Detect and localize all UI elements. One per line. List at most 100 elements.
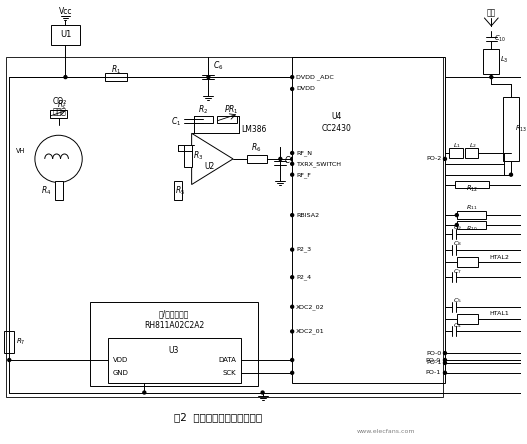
Bar bbox=[457, 258, 479, 267]
Bar bbox=[455, 181, 490, 189]
Bar bbox=[465, 148, 479, 158]
Circle shape bbox=[291, 151, 294, 155]
Bar bbox=[174, 181, 182, 200]
Text: $R_{12}$: $R_{12}$ bbox=[465, 183, 477, 194]
Text: PO-0: PO-0 bbox=[427, 351, 442, 356]
Polygon shape bbox=[192, 133, 233, 185]
Text: PO-1: PO-1 bbox=[426, 370, 441, 375]
Circle shape bbox=[444, 361, 446, 365]
Circle shape bbox=[261, 391, 264, 394]
Text: $R_3$: $R_3$ bbox=[193, 150, 204, 162]
Circle shape bbox=[522, 261, 525, 264]
Circle shape bbox=[522, 276, 525, 279]
Text: PO-0: PO-0 bbox=[426, 357, 441, 362]
Text: $R_1$: $R_1$ bbox=[111, 64, 121, 76]
Circle shape bbox=[455, 214, 458, 217]
Text: LM386: LM386 bbox=[241, 125, 266, 134]
Bar bbox=[55, 181, 63, 200]
Text: HTAL2: HTAL2 bbox=[490, 255, 509, 260]
Text: 传感器: 传感器 bbox=[53, 107, 66, 116]
Circle shape bbox=[291, 276, 294, 279]
Bar bbox=[483, 48, 499, 74]
Text: 图2  室内传感器节点基本电路: 图2 室内传感器节点基本电路 bbox=[174, 412, 262, 422]
Text: $R_5$: $R_5$ bbox=[175, 184, 185, 197]
Circle shape bbox=[35, 135, 82, 182]
Bar bbox=[6, 57, 443, 397]
Circle shape bbox=[444, 371, 446, 374]
Circle shape bbox=[291, 371, 294, 374]
Circle shape bbox=[279, 158, 282, 160]
Bar bbox=[108, 338, 241, 383]
Text: DATA: DATA bbox=[218, 357, 236, 363]
Text: DVDD _ADC: DVDD _ADC bbox=[296, 74, 334, 80]
Text: U4: U4 bbox=[331, 112, 341, 121]
Circle shape bbox=[455, 223, 458, 226]
Bar bbox=[457, 313, 479, 324]
Circle shape bbox=[291, 248, 294, 251]
Circle shape bbox=[291, 75, 294, 79]
Circle shape bbox=[207, 75, 210, 79]
Text: U3: U3 bbox=[169, 345, 179, 355]
Circle shape bbox=[291, 214, 294, 217]
Bar bbox=[503, 97, 519, 161]
Bar bbox=[457, 221, 486, 229]
Text: XOC2_02: XOC2_02 bbox=[296, 304, 325, 309]
Text: $R_{13}$: $R_{13}$ bbox=[515, 124, 527, 135]
Text: U2: U2 bbox=[204, 163, 214, 171]
Text: CO₂: CO₂ bbox=[53, 97, 67, 106]
Text: www.elecfans.com: www.elecfans.com bbox=[357, 429, 415, 435]
Circle shape bbox=[522, 248, 525, 251]
Text: $L_2$: $L_2$ bbox=[469, 141, 476, 150]
Circle shape bbox=[522, 183, 525, 186]
Text: RBISA2: RBISA2 bbox=[296, 213, 319, 218]
Bar bbox=[217, 115, 237, 123]
Text: $C_8$: $C_8$ bbox=[453, 239, 462, 248]
Text: 温/湿度传感器: 温/湿度传感器 bbox=[159, 309, 189, 318]
Text: $R_2$: $R_2$ bbox=[198, 103, 209, 116]
Text: $C_{10}$: $C_{10}$ bbox=[494, 34, 506, 44]
Circle shape bbox=[291, 305, 294, 308]
Text: $C_5$: $C_5$ bbox=[453, 297, 462, 305]
Text: $C_7$: $C_7$ bbox=[453, 267, 462, 276]
Text: 天线: 天线 bbox=[486, 8, 496, 17]
Text: $R_{11}$: $R_{11}$ bbox=[466, 203, 477, 212]
Text: $C_6$: $C_6$ bbox=[213, 59, 223, 71]
Text: P2_4: P2_4 bbox=[296, 274, 311, 280]
Circle shape bbox=[444, 358, 446, 361]
Bar bbox=[449, 148, 463, 158]
Bar bbox=[193, 115, 213, 123]
Text: $R_6$: $R_6$ bbox=[251, 142, 262, 155]
Text: GND: GND bbox=[113, 370, 129, 376]
Bar bbox=[247, 155, 267, 163]
Text: PO-1: PO-1 bbox=[427, 361, 442, 365]
Text: $R_{10}$: $R_{10}$ bbox=[466, 225, 477, 234]
Circle shape bbox=[291, 173, 294, 176]
Circle shape bbox=[8, 358, 11, 361]
Circle shape bbox=[522, 214, 525, 217]
Text: VDD: VDD bbox=[113, 357, 128, 363]
Circle shape bbox=[143, 391, 146, 394]
Text: RF_N: RF_N bbox=[296, 150, 312, 156]
Text: CC2430: CC2430 bbox=[321, 124, 352, 133]
Text: VH: VH bbox=[16, 148, 25, 154]
Circle shape bbox=[291, 358, 294, 361]
Circle shape bbox=[510, 173, 512, 176]
Circle shape bbox=[291, 158, 294, 160]
Bar bbox=[4, 331, 14, 353]
Circle shape bbox=[291, 330, 294, 333]
Text: U1: U1 bbox=[60, 30, 71, 39]
Bar bbox=[50, 110, 67, 118]
Circle shape bbox=[444, 352, 446, 355]
Circle shape bbox=[291, 87, 294, 91]
Circle shape bbox=[522, 330, 525, 333]
Text: $L_3$: $L_3$ bbox=[500, 55, 509, 65]
Text: P2_3: P2_3 bbox=[296, 247, 311, 253]
Bar bbox=[51, 25, 80, 44]
Bar bbox=[90, 302, 258, 386]
Text: XOC2_01: XOC2_01 bbox=[296, 329, 325, 334]
Bar bbox=[292, 57, 445, 383]
Bar bbox=[105, 73, 126, 81]
Circle shape bbox=[522, 305, 525, 308]
Circle shape bbox=[490, 75, 493, 79]
Text: HTAL1: HTAL1 bbox=[490, 311, 509, 316]
